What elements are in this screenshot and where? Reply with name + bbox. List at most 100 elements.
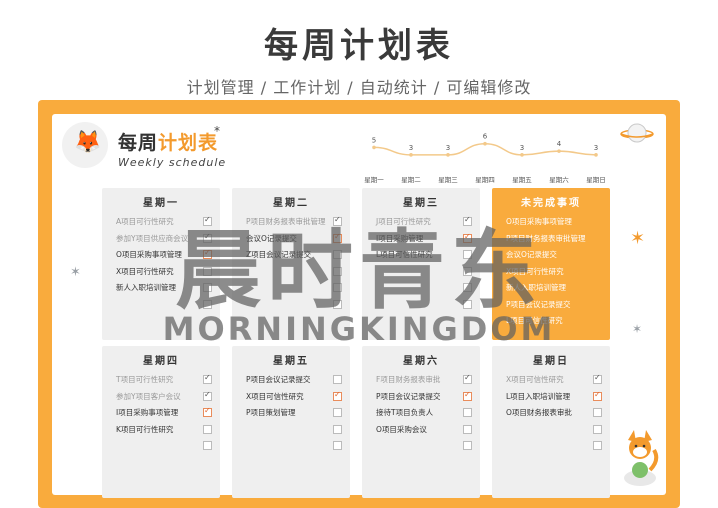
- task-checkbox[interactable]: [333, 283, 342, 292]
- task-checkbox[interactable]: [203, 266, 212, 276]
- task-item[interactable]: [246, 424, 342, 437]
- task-checkbox[interactable]: [463, 373, 472, 384]
- task-checkbox[interactable]: [333, 299, 342, 309]
- task-item[interactable]: I项目采购管理: [376, 232, 472, 246]
- task-label: A项目可行性研究: [116, 217, 174, 226]
- task-item[interactable]: 参加Y项目供应商会议: [116, 232, 212, 246]
- task-checkbox[interactable]: [203, 406, 212, 417]
- task-item[interactable]: X项目可信性研究: [246, 390, 342, 404]
- task-item[interactable]: P项目会议记录提交: [376, 390, 472, 404]
- day-title: 星期一: [143, 198, 179, 209]
- task-checkbox[interactable]: [463, 215, 472, 226]
- task-item[interactable]: X项目可行性研究: [116, 266, 212, 279]
- task-item[interactable]: [376, 282, 472, 295]
- day-title: 星期四: [143, 356, 179, 367]
- task-checkbox[interactable]: [333, 408, 342, 417]
- task-checkbox[interactable]: [593, 390, 602, 401]
- task-checkbox[interactable]: [203, 248, 212, 259]
- fox-icon: 🦊: [74, 130, 102, 155]
- task-label: K项目可行性研究: [116, 424, 174, 434]
- trend-value-label: 4: [557, 140, 562, 148]
- task-item[interactable]: L项目可信性研究: [376, 249, 472, 262]
- task-checkbox[interactable]: [463, 424, 472, 434]
- task-item[interactable]: [376, 440, 472, 453]
- task-checkbox[interactable]: [203, 373, 212, 384]
- task-checkbox[interactable]: [593, 441, 602, 450]
- task-item[interactable]: [116, 299, 212, 312]
- task-checkbox[interactable]: [333, 266, 342, 276]
- task-item[interactable]: 新人入职培训管理: [116, 282, 212, 295]
- task-item[interactable]: T项目可行性研究: [116, 373, 212, 387]
- task-item[interactable]: [246, 282, 342, 295]
- task-checkbox[interactable]: [203, 299, 212, 309]
- task-item[interactable]: [376, 266, 472, 279]
- task-label: L项目入职培训管理: [506, 391, 571, 401]
- task-label: I项目采购事项管理: [116, 408, 179, 417]
- task-item[interactable]: [116, 440, 212, 453]
- task-checkbox[interactable]: [203, 424, 212, 434]
- task-checkbox[interactable]: [463, 299, 472, 309]
- task-checkbox[interactable]: [463, 266, 472, 276]
- task-label: O项目采购事项管理: [506, 217, 572, 226]
- task-item[interactable]: [246, 266, 342, 279]
- task-item[interactable]: A项目可行性研究: [116, 215, 212, 229]
- task-label: X项目可信性研究: [246, 391, 304, 401]
- task-item[interactable]: [246, 299, 342, 312]
- task-checkbox[interactable]: [463, 390, 472, 401]
- task-checkbox[interactable]: [333, 390, 342, 401]
- task-checkbox[interactable]: [333, 375, 342, 384]
- task-checkbox[interactable]: [463, 250, 472, 259]
- task-checkbox[interactable]: [333, 441, 342, 450]
- task-item[interactable]: 会议O记录提交: [246, 232, 342, 246]
- task-checkbox[interactable]: [333, 232, 342, 243]
- task-checkbox[interactable]: [463, 283, 472, 292]
- task-item[interactable]: O项目采购事项管理: [116, 248, 212, 262]
- task-checkbox[interactable]: [203, 441, 212, 450]
- task-checkbox[interactable]: [593, 424, 602, 434]
- task-checkbox[interactable]: [333, 250, 342, 259]
- task-checkbox[interactable]: [203, 390, 212, 401]
- task-checkbox[interactable]: [463, 232, 472, 243]
- task-label: 会议O记录提交: [506, 250, 557, 259]
- task-item[interactable]: [376, 299, 472, 312]
- trend-point: [372, 145, 376, 150]
- task-item[interactable]: Z项目会议记录提交: [246, 249, 342, 262]
- task-item[interactable]: [506, 424, 602, 437]
- task-item[interactable]: K项目可行性研究: [116, 424, 212, 437]
- task-item[interactable]: L项目入职培训管理: [506, 390, 602, 404]
- task-item[interactable]: 参加Y项目客户会议: [116, 390, 212, 404]
- task-label: L项目可信性研究: [506, 316, 563, 325]
- task-label: L项目可信性研究: [376, 250, 433, 259]
- task-checkbox[interactable]: [593, 373, 602, 384]
- task-checkbox[interactable]: [203, 283, 212, 292]
- task-label: O项目财务报表审批: [506, 408, 572, 417]
- task-checkbox[interactable]: [203, 215, 212, 226]
- task-item[interactable]: 接待T项目负责人: [376, 407, 472, 420]
- task-checkbox[interactable]: [203, 232, 212, 243]
- task-item[interactable]: J项目可行性研究: [376, 215, 472, 229]
- task-checkbox[interactable]: [333, 424, 342, 434]
- task-item[interactable]: O项目财务报表审批: [506, 407, 602, 420]
- task-item[interactable]: O项目采购会议: [376, 424, 472, 437]
- fox-illustration-icon: [624, 430, 659, 486]
- task-checkbox[interactable]: [593, 408, 602, 417]
- task-item[interactable]: I项目采购事项管理: [116, 406, 212, 420]
- task-item[interactable]: P项目策划管理: [246, 407, 342, 420]
- task-checkbox[interactable]: [463, 441, 472, 450]
- trend-chart: 5 星期一 3 星期二 3 星期三 6 星期四 3 星期五 4 星期六 3 星期日: [364, 133, 606, 184]
- task-item: X项目可行性研究: [506, 266, 602, 279]
- task-item[interactable]: P项目会议记录提交: [246, 374, 342, 387]
- task-checkbox[interactable]: [463, 408, 472, 417]
- task-label: I项目采购管理: [376, 233, 424, 243]
- task-item[interactable]: P项目财务报表审批管理: [246, 215, 342, 229]
- trend-point: [446, 153, 450, 157]
- task-checkbox[interactable]: [333, 215, 342, 226]
- task-label: 参加Y项目供应商会议: [116, 233, 189, 243]
- logo-subtitle: Weekly schedule: [118, 156, 227, 169]
- trend-category-label: 星期一: [364, 176, 384, 184]
- task-item[interactable]: [246, 440, 342, 453]
- task-item[interactable]: F项目财务报表审批: [376, 373, 472, 387]
- trend-category-label: 星期日: [586, 176, 606, 184]
- task-item[interactable]: [506, 440, 602, 453]
- task-item[interactable]: X项目可信性研究: [506, 373, 602, 387]
